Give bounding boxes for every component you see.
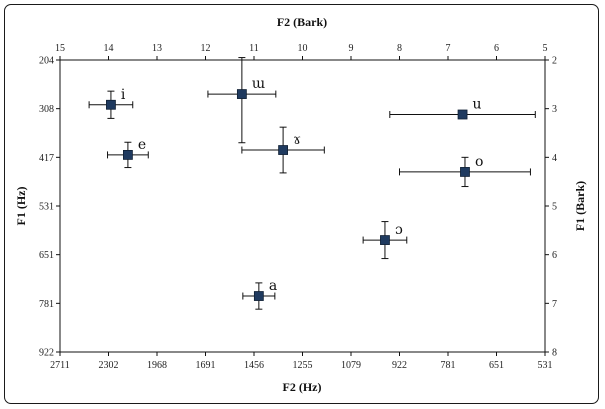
vowel-point-a: a (242, 278, 277, 310)
left-tick-label: 531 (39, 202, 54, 213)
vowel-marker (236, 89, 247, 99)
top-tick-label: 9 (349, 43, 354, 54)
vowel-marker (278, 145, 289, 155)
left-tick-label: 204 (39, 56, 54, 67)
vowel-marker (123, 149, 133, 160)
top-tick-label: 14 (104, 43, 114, 54)
bottom-tick-label: 2302 (99, 360, 119, 371)
vowel-marker (106, 99, 116, 110)
top-axis-title: F2 (Bark) (277, 15, 327, 29)
vowel-label: ɔ (395, 222, 403, 238)
axis-tick-labels: 15 2711 14 2302 13 1968 12 1691 11 1456 10 1255 9 107… (39, 43, 557, 371)
vowel-point-ɤ: ɤ (241, 126, 325, 174)
bottom-tick-label: 922 (392, 360, 407, 371)
bottom-tick-label: 1079 (341, 360, 361, 371)
right-tick-label: 3 (552, 104, 557, 115)
top-tick-label: 15 (55, 43, 65, 54)
left-tick-label: 922 (39, 348, 54, 359)
top-tick-label: 13 (152, 43, 162, 54)
bottom-axis-title: F2 (Hz) (283, 380, 322, 394)
vowel-label: o (475, 154, 483, 170)
right-axis-title: F1 (Bark) (573, 181, 587, 231)
vowel-point-ɯ: ɯ (207, 57, 277, 144)
top-tick-label: 11 (249, 43, 259, 54)
vowel-label: a (269, 278, 277, 294)
vowel-point-e: e (107, 137, 149, 169)
vowel-marker (380, 235, 390, 245)
vowel-point-u: u (389, 97, 536, 120)
vowel-label: u (473, 97, 482, 113)
vowel-label: e (138, 137, 146, 153)
left-axis-title: F1 (Hz) (14, 187, 28, 226)
bottom-tick-label: 1691 (196, 360, 216, 371)
chart-frame (4, 4, 599, 404)
right-tick-label: 8 (552, 348, 557, 359)
bottom-tick-label: 781 (441, 360, 456, 371)
right-tick-label: 6 (552, 250, 557, 261)
right-tick-label: 2 (552, 56, 557, 67)
left-tick-label: 651 (39, 250, 54, 261)
left-tick-label: 781 (39, 299, 54, 310)
vowel-label: ɯ (252, 76, 265, 92)
vowel-label: ɤ (293, 132, 301, 148)
left-tick-label: 417 (39, 153, 54, 164)
vowel-label: i (121, 87, 126, 103)
top-tick-label: 5 (543, 43, 548, 54)
vowel-marker (460, 167, 470, 177)
vowel-point-i: i (88, 87, 134, 119)
axis-ticks (56, 56, 549, 356)
data-points: i e ɯ ɤ a u o ɔ (88, 57, 536, 310)
top-tick-label: 12 (201, 43, 211, 54)
top-tick-label: 8 (397, 43, 402, 54)
vowel-point-ɔ: ɔ (362, 221, 408, 260)
vowel-point-o: o (399, 154, 531, 188)
bottom-tick-label: 2711 (50, 360, 70, 371)
left-tick-label: 308 (39, 104, 54, 115)
bottom-tick-label: 1456 (244, 360, 264, 371)
right-tick-label: 4 (552, 153, 557, 164)
bottom-tick-label: 531 (538, 360, 553, 371)
top-tick-label: 6 (494, 43, 499, 54)
right-tick-label: 7 (552, 299, 557, 310)
vowel-marker (253, 291, 264, 301)
vowel-marker (457, 109, 468, 120)
bottom-tick-label: 1968 (147, 360, 167, 371)
bottom-tick-label: 651 (489, 360, 504, 371)
top-tick-label: 10 (298, 43, 308, 54)
top-tick-label: 7 (446, 43, 451, 54)
right-tick-label: 5 (552, 202, 557, 213)
bottom-tick-label: 1255 (293, 360, 313, 371)
